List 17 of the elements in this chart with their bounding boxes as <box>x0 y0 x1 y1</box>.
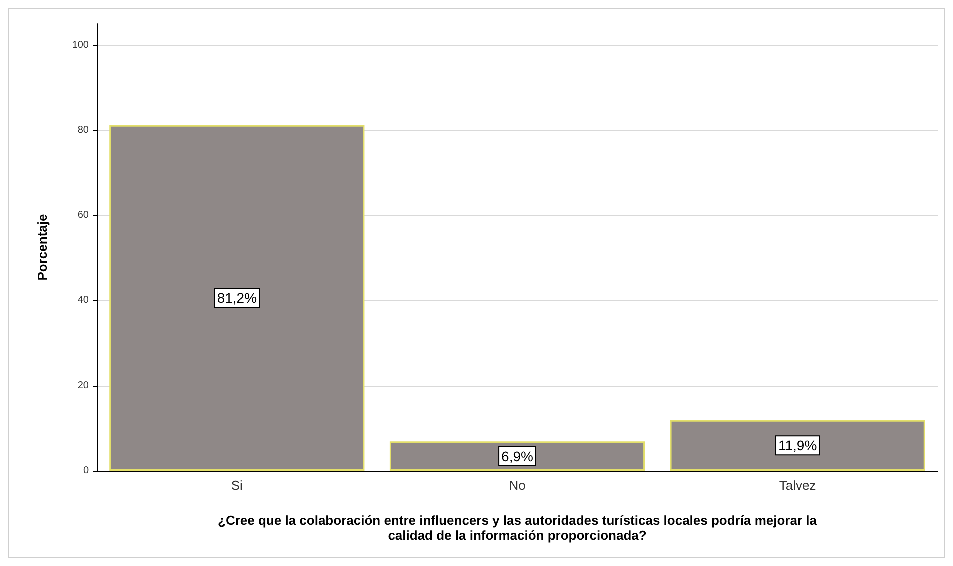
x-tick-label: Talvez <box>779 478 816 493</box>
y-tick-label: 40 <box>78 295 90 306</box>
x-tick-label: Si <box>231 478 244 493</box>
x-tick-label: No <box>509 478 526 493</box>
x-axis-title: ¿Cree que la colaboración entre influencers y las autoridades turísticas locales podría mejorar la calidad de la información proporcionada? <box>218 513 818 543</box>
y-tick-label: 20 <box>78 380 90 392</box>
data-label: 11,9% <box>778 438 818 454</box>
y-tick-label: 100 <box>72 40 90 51</box>
y-tick-label: 60 <box>78 210 90 222</box>
data-label: 6,9% <box>502 448 534 464</box>
y-tick-label: 0 <box>83 466 90 476</box>
data-label: 81,2% <box>217 290 258 306</box>
bar <box>110 125 365 471</box>
bar <box>670 420 926 471</box>
y-axis-title: Porcentaje <box>35 214 50 281</box>
y-tick-label: 80 <box>78 124 90 136</box>
bar <box>390 442 646 471</box>
